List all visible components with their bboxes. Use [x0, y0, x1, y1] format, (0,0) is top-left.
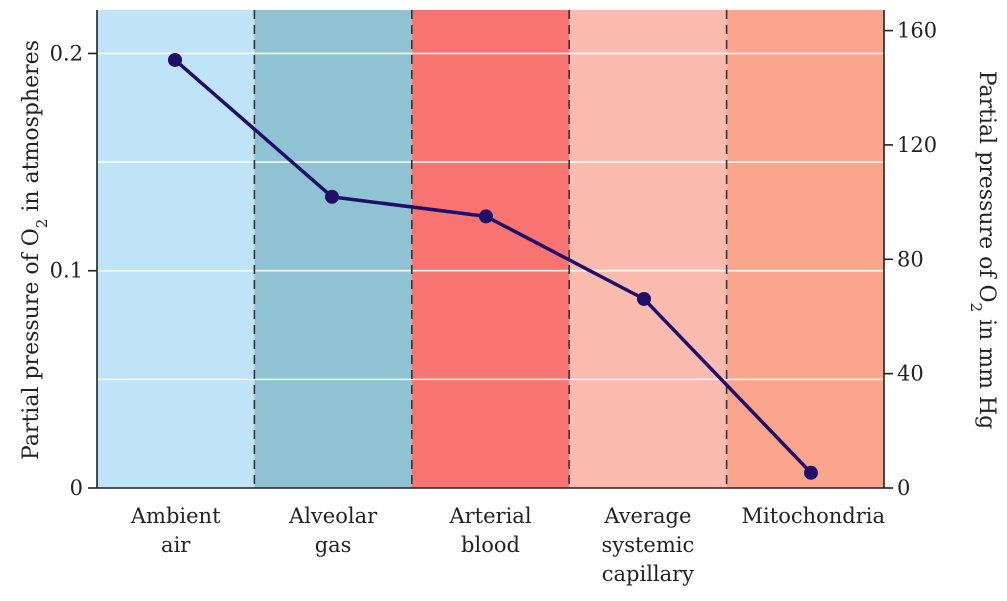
left-tick-label: 0	[70, 476, 83, 500]
left-axis-title: Partial pressure of O2 in atmospheres	[19, 40, 51, 460]
left-tick-label: 0.1	[50, 259, 83, 283]
right-tick-label: 160	[897, 19, 937, 43]
region-4	[569, 10, 727, 488]
right-axis-title: Partial pressure of O2 in mm Hg	[967, 71, 999, 430]
right-tick-label: 80	[897, 247, 924, 271]
region-3	[411, 10, 570, 488]
category-label-4: Average systemic capillary	[602, 504, 695, 586]
region-2	[254, 10, 412, 488]
category-label-2: Alveolar gas	[288, 504, 378, 557]
category-label-5: Mitochondria	[742, 504, 885, 528]
category-label-3: Arterial blood	[448, 504, 531, 557]
category-label-1: Ambient air	[130, 504, 221, 557]
data-point-2	[325, 189, 339, 204]
left-axis-ticks: 0 0.1 0.2	[50, 41, 97, 500]
right-tick-label: 0	[897, 476, 910, 500]
axes	[96, 10, 885, 489]
data-point-1	[168, 52, 182, 67]
category-dividers	[253, 10, 728, 488]
right-tick-label: 120	[897, 133, 937, 157]
data-point-5	[804, 465, 818, 480]
data-point-4	[637, 291, 651, 306]
category-regions	[97, 10, 884, 488]
right-tick-label: 40	[897, 362, 924, 386]
region-5	[726, 10, 884, 488]
category-labels: Ambient air Alveolar gas Arterial blood Averag…	[130, 504, 885, 586]
data-point-3	[479, 209, 493, 224]
right-axis-ticks: 0 40 80 120 160	[884, 19, 937, 500]
left-tick-label: 0.2	[50, 41, 83, 65]
gridlines	[97, 52, 884, 381]
series-line	[168, 52, 818, 480]
region-1	[97, 10, 255, 488]
